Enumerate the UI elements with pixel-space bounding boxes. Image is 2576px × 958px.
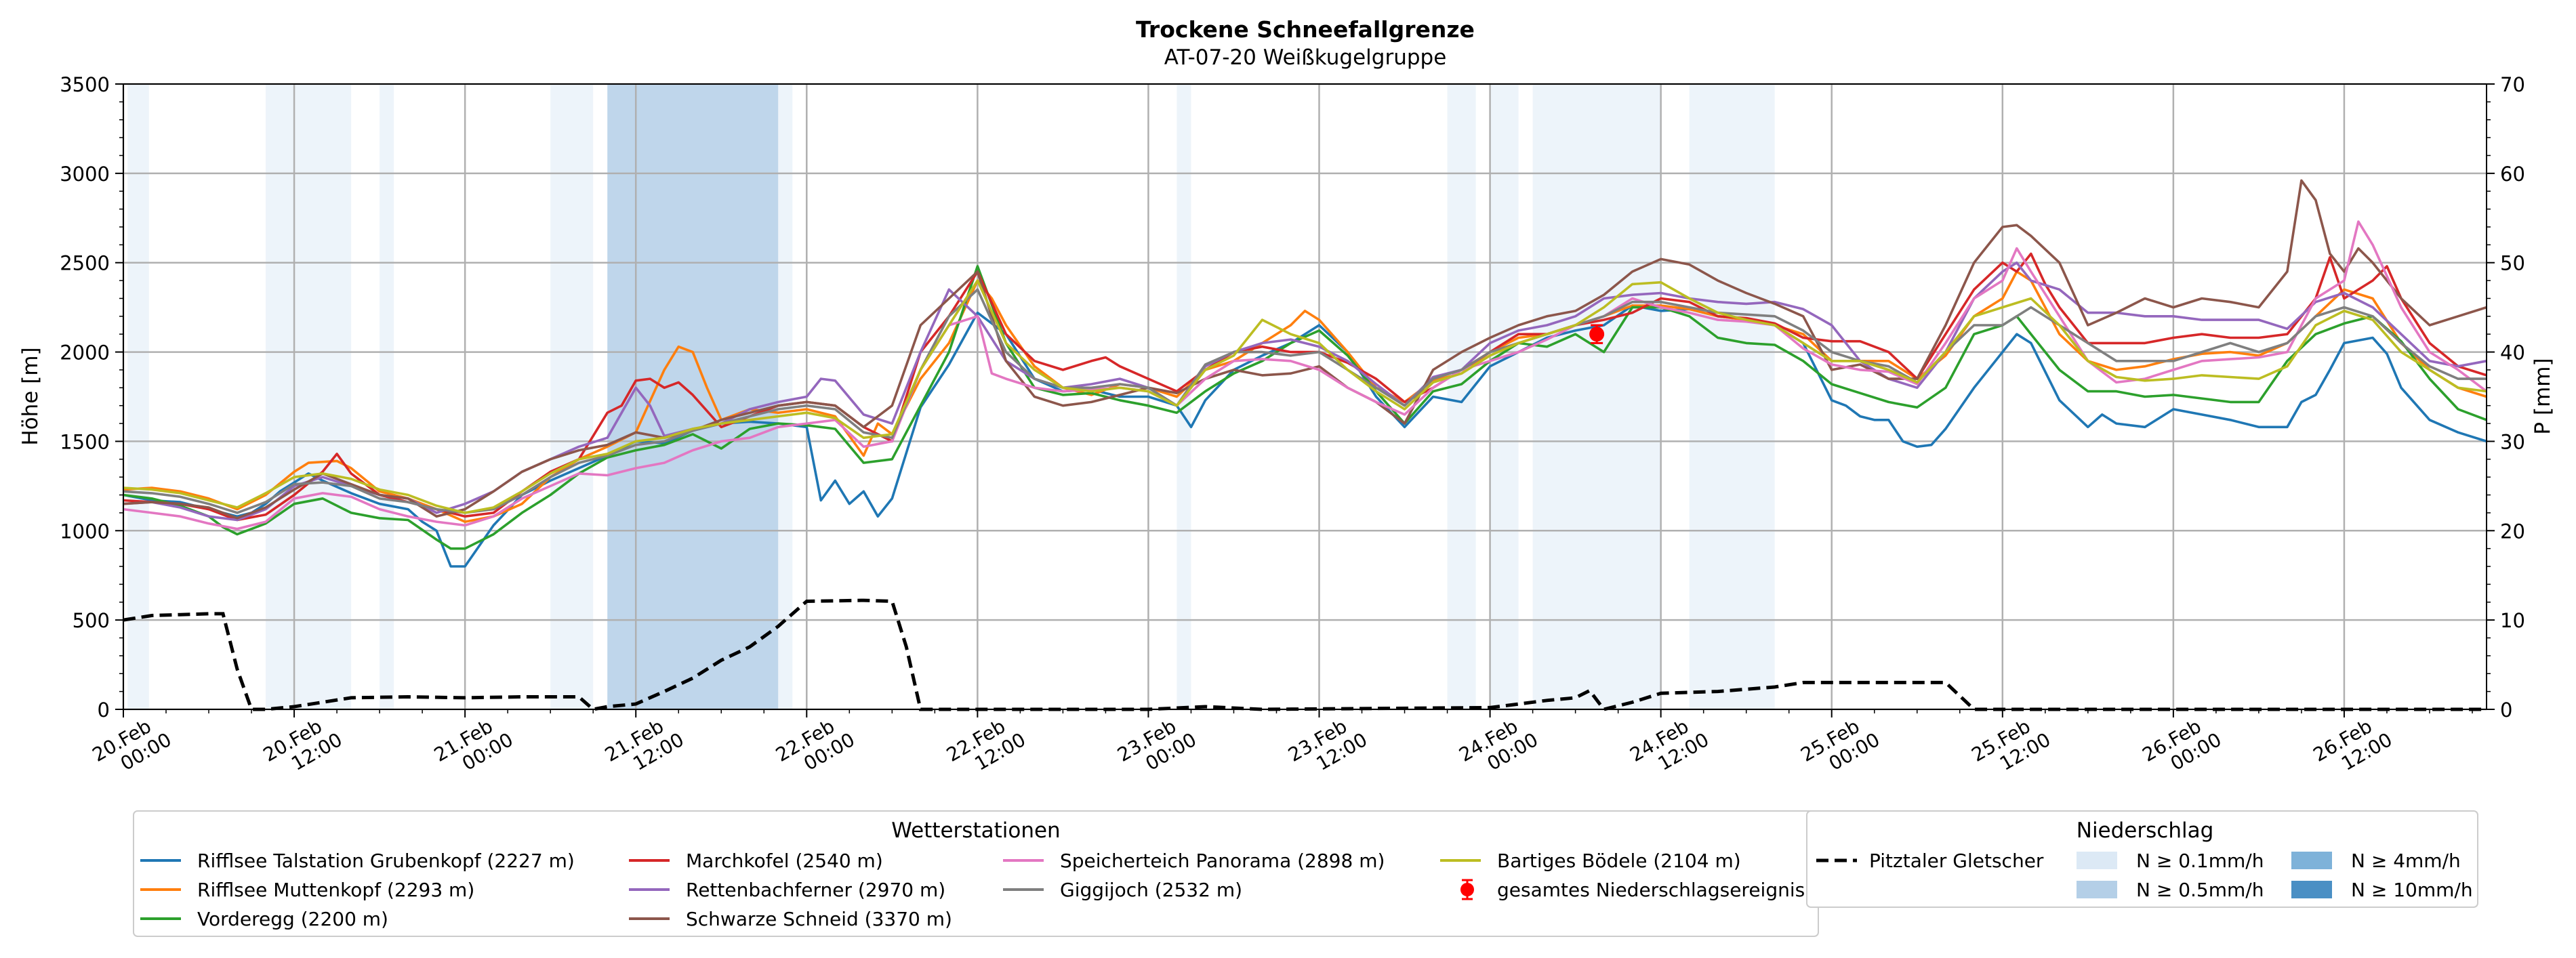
- series-line: [123, 304, 2487, 568]
- x-tick-label: 26.Feb12:00: [2310, 709, 2396, 785]
- y2-tick-label: 60: [2500, 163, 2525, 186]
- y-tick-label: 1000: [60, 520, 110, 543]
- legend-precip-level-swatch: [2077, 881, 2117, 898]
- x-tick-label: 25.Feb00:00: [1797, 709, 1883, 785]
- legend-stations-title: Wetterstationen: [891, 818, 1060, 843]
- station-series: [123, 179, 2488, 568]
- legend-precip-level-swatch: [2077, 852, 2117, 869]
- series-line: [123, 288, 2487, 514]
- legend-station-label: Giggijoch (2532 m): [1060, 879, 1242, 901]
- x-tick-label: 25.Feb12:00: [1967, 709, 2054, 785]
- series-line: [123, 179, 2487, 520]
- precip-line-path: [123, 598, 2487, 711]
- legend-precipitation: Niederschlag Pitztaler Gletscher N ≥ 0.1mm…: [1806, 810, 2478, 908]
- grid: [122, 83, 2487, 711]
- y-tick-label: 2500: [60, 252, 110, 275]
- y-tick-label: 0: [98, 699, 110, 722]
- precipitation-line: [123, 598, 2487, 711]
- legend-station-label: Speicherteich Panorama (2898 m): [1060, 850, 1385, 872]
- x-tick-label: 23.Feb12:00: [1284, 709, 1371, 785]
- legend-station-label: Vorderegg (2200 m): [197, 908, 388, 930]
- y-tick-label: 3000: [60, 163, 110, 186]
- precip-band: [127, 84, 149, 709]
- x-tick-label: 22.Feb12:00: [943, 709, 1029, 785]
- precip-band: [1490, 84, 1519, 709]
- legend-precip-level-label: N ≥ 0.1mm/h: [2136, 850, 2264, 872]
- x-tick-label: 21.Feb12:00: [601, 709, 688, 785]
- precip-band: [380, 84, 394, 709]
- y-axis-label: Höhe [m]: [18, 347, 43, 445]
- precip-band: [550, 84, 594, 709]
- x-tick-label: 24.Feb12:00: [1626, 709, 1713, 785]
- legend-precip-line-label: Pitztaler Gletscher: [1869, 850, 2044, 872]
- series-line: [123, 270, 2487, 523]
- x-tick-label: 26.Feb00:00: [2139, 709, 2226, 785]
- precip-band: [1447, 84, 1476, 709]
- legend-precip-level-label: N ≥ 4mm/h: [2351, 850, 2461, 872]
- legend-precip-level-label: N ≥ 0.5mm/h: [2136, 879, 2264, 901]
- legend-precip-level-swatch: [2291, 881, 2332, 898]
- chart-subtitle: AT-07-20 Weißkugelgruppe: [1164, 45, 1447, 70]
- x-tick-label: 22.Feb00:00: [772, 709, 859, 785]
- precip-band: [1689, 84, 1775, 709]
- y2-tick-label: 70: [2500, 73, 2525, 96]
- legend-precip-level-label: N ≥ 10mm/h: [2351, 879, 2473, 901]
- y2-tick-label: 20: [2500, 520, 2525, 543]
- y-tick-label: 1500: [60, 430, 110, 453]
- series-line: [123, 265, 2487, 550]
- series-line: [123, 279, 2487, 514]
- x-tick-label: 23.Feb00:00: [1113, 709, 1200, 785]
- legend-station-label: Bartiges Bödele (2104 m): [1497, 850, 1741, 872]
- y-tick-label: 3500: [60, 73, 110, 96]
- x-tick-label: 20.Feb12:00: [260, 709, 346, 785]
- legend-station-label: Marchkofel (2540 m): [686, 850, 883, 872]
- legend-station-label: Rettenbachferner (2970 m): [686, 879, 945, 901]
- y-tick-label: 500: [73, 609, 110, 632]
- series-line: [123, 261, 2487, 522]
- y2-axis-label: P [mm]: [2531, 358, 2555, 434]
- legend-marker-point: [1460, 883, 1474, 896]
- precip-band: [1532, 84, 1661, 709]
- legend-precip-level-swatch: [2291, 852, 2332, 869]
- precip-band: [778, 84, 793, 709]
- y2-tick-label: 50: [2500, 252, 2525, 275]
- event-marker: [1589, 324, 1605, 344]
- y2-tick-label: 10: [2500, 609, 2525, 632]
- axes: 0 500 1000 1500 2000 2500 3000 3500 0 10 20 30 40 50 6…: [60, 73, 2525, 785]
- y2-tick-label: 30: [2500, 430, 2525, 453]
- x-tick-label: 24.Feb00:00: [1455, 709, 1542, 785]
- legend-station-label: Rifflsee Muttenkopf (2293 m): [197, 879, 474, 901]
- x-tick-label: 21.Feb00:00: [430, 709, 517, 785]
- precipitation-bands: [127, 84, 1775, 709]
- precip-band: [266, 84, 352, 709]
- legend-precip-title: Niederschlag: [2077, 818, 2214, 843]
- chart-title: Trockene Schneefallgrenze: [1136, 16, 1475, 43]
- y-tick-label: 2000: [60, 341, 110, 365]
- y2-tick-label: 40: [2500, 341, 2525, 365]
- series-line: [123, 252, 2487, 522]
- legend-station-label: gesamtes Niederschlagsereignis: [1497, 879, 1805, 901]
- legend-station-label: Rifflsee Talstation Grubenkopf (2227 m): [197, 850, 575, 872]
- legend-station-label: Schwarze Schneid (3370 m): [686, 908, 952, 930]
- y2-tick-label: 0: [2500, 699, 2512, 722]
- series-line: [123, 220, 2488, 530]
- plot-frame: [123, 83, 2487, 710]
- event-point: [1589, 327, 1605, 342]
- legend-stations: Wetterstationen Rifflsee Talstation Grube…: [133, 810, 1819, 937]
